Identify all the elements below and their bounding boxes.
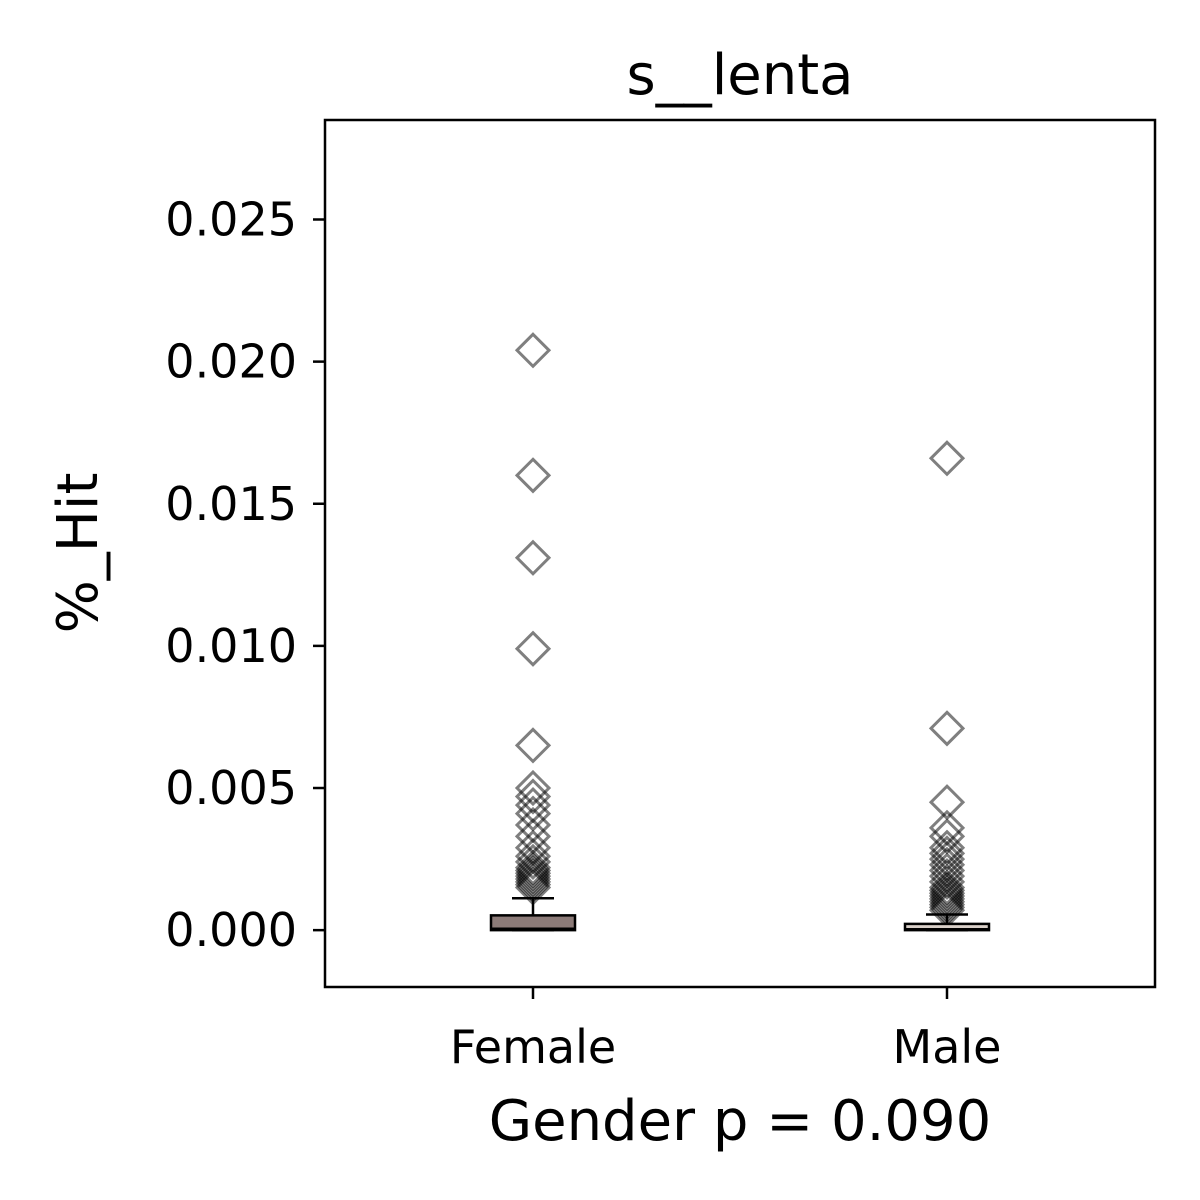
x-tick-label: Male <box>893 1020 1002 1074</box>
y-axis: 0.000 0.005 0.010 0.015 0.020 0.025 <box>165 192 325 957</box>
plot-frame <box>323 118 1157 989</box>
box-iqr <box>489 914 577 932</box>
chart-title: s__lenta <box>627 43 854 108</box>
y-tick-label: 0.025 <box>165 192 297 246</box>
y-tick-label: 0.015 <box>165 477 297 531</box>
y-tick-label: 0.000 <box>165 903 297 957</box>
x-axis-label: Gender p = 0.090 <box>489 1089 992 1154</box>
y-tick-label: 0.020 <box>165 335 297 389</box>
outlier-point <box>928 875 966 912</box>
outlier-point <box>514 769 552 807</box>
box-group-female <box>489 332 577 932</box>
outlier-point <box>928 872 966 909</box>
box-group-male <box>903 440 991 932</box>
outlier-point <box>514 332 552 369</box>
outlier-point <box>514 855 552 892</box>
outlier-point <box>514 849 552 886</box>
outlier-point <box>514 858 552 895</box>
outlier-point <box>928 440 966 477</box>
outlier-point <box>928 863 966 900</box>
outlier-point <box>928 877 966 915</box>
y-tick-label: 0.010 <box>165 619 297 673</box>
outlier-point <box>514 860 552 898</box>
outlier-point <box>514 778 552 815</box>
x-axis: Female Male <box>450 987 1002 1074</box>
outlier-point <box>514 630 552 667</box>
x-tick-label: Female <box>450 1020 616 1074</box>
outlier-point <box>514 727 552 764</box>
outlier-point <box>514 852 552 889</box>
plot-area <box>489 332 991 932</box>
outlier-point <box>514 843 552 881</box>
outlier-point <box>928 710 966 747</box>
y-axis-label: %_Hit <box>46 473 111 634</box>
outlier-point <box>514 457 552 494</box>
outlier-point <box>928 869 966 906</box>
outlier-point <box>514 539 552 576</box>
y-tick-label: 0.005 <box>165 761 297 815</box>
